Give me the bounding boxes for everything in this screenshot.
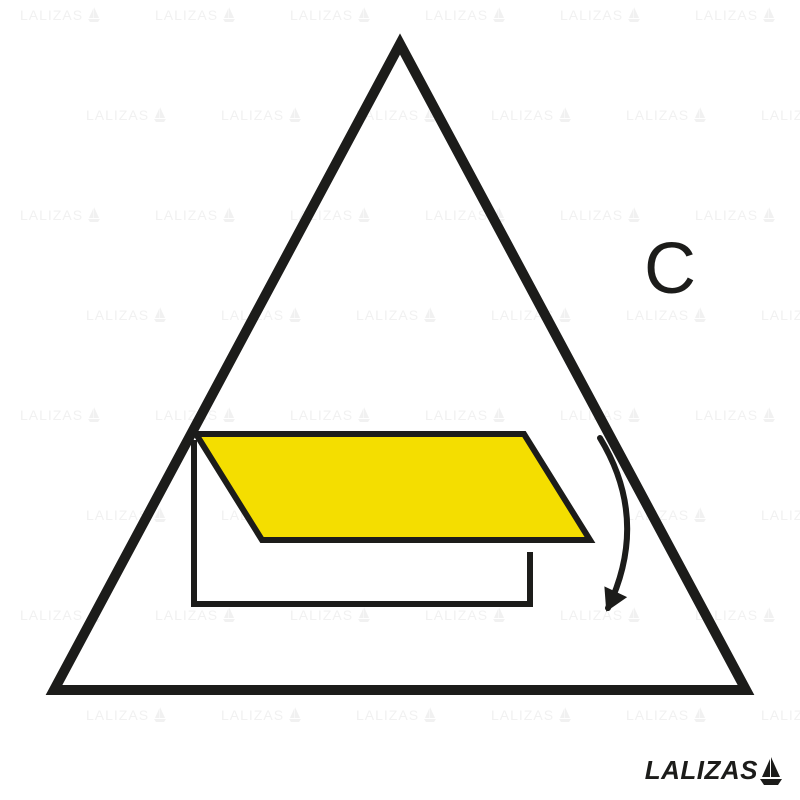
brand-text: LALIZAS	[645, 755, 758, 786]
fire-damper-sign	[0, 0, 800, 800]
sailboat-icon	[760, 756, 782, 786]
brand-mark: LALIZAS	[645, 755, 782, 786]
category-letter: C	[644, 228, 696, 310]
warning-triangle	[54, 44, 746, 690]
damper-flap	[196, 434, 590, 540]
